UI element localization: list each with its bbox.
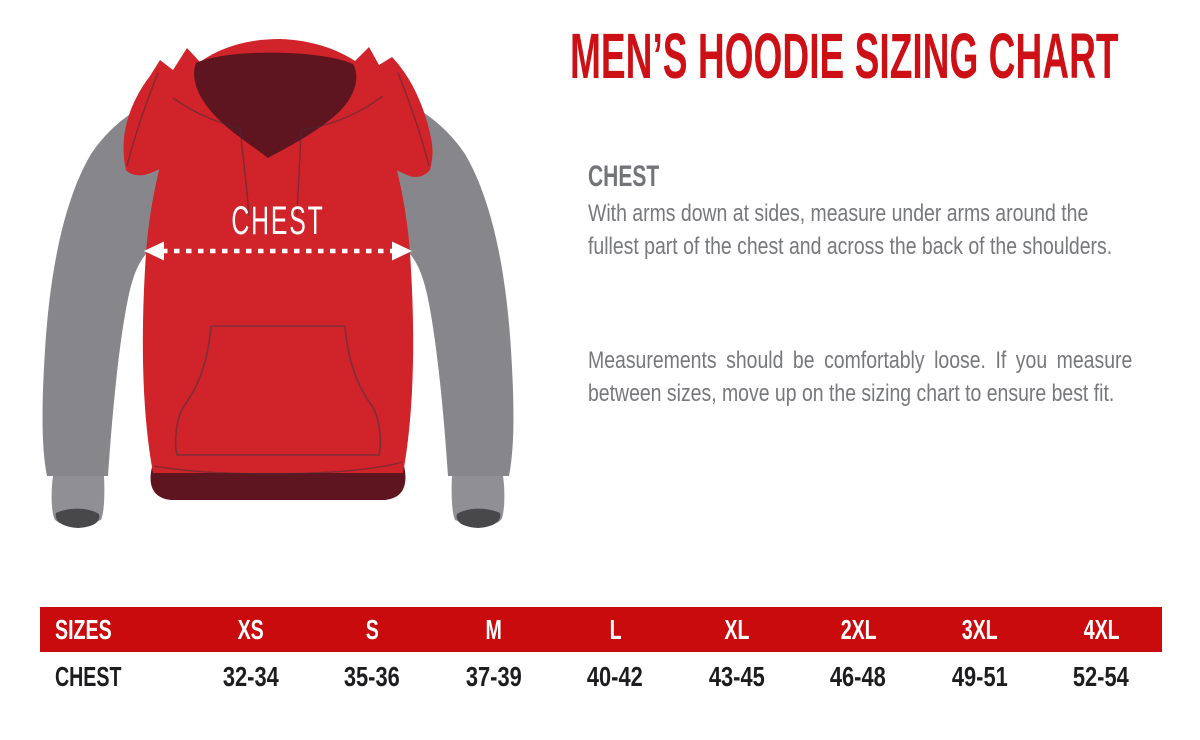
header-cell-3xl: 3XL xyxy=(961,613,998,645)
right-sleeve-shape xyxy=(373,90,514,476)
chest-value-xs: 32-34 xyxy=(222,661,279,692)
header-cell-4xl: 4XL xyxy=(1083,613,1120,645)
left-sleeve-shape xyxy=(42,90,183,476)
hoodie-illustration: CHEST xyxy=(28,18,528,573)
chest-value-2xl: 46-48 xyxy=(830,661,887,692)
left-cuff-opening xyxy=(55,508,100,528)
page-title: MEN’S HOODIE SIZING CHART xyxy=(570,20,1119,92)
header-cell-xl: XL xyxy=(724,613,750,645)
body-shape xyxy=(142,69,414,473)
header-cell-m: M xyxy=(485,613,502,645)
seam-lines xyxy=(126,72,430,475)
chest-measure-instructions: With arms down at sides, measure under a… xyxy=(588,200,1113,260)
header-cell-xs: XS xyxy=(237,613,264,645)
chest-value-xl: 43-45 xyxy=(708,661,765,692)
pocket-outline xyxy=(174,325,382,456)
right-cuff-opening xyxy=(456,508,501,528)
chest-value-4xl: 52-54 xyxy=(1073,661,1130,692)
chest-section-heading: CHEST xyxy=(588,160,660,193)
chest-label: CHEST xyxy=(231,199,324,243)
header-cell-l: L xyxy=(609,613,622,645)
header-cell-sizes: SIZES xyxy=(55,613,112,645)
chest-value-l: 40-42 xyxy=(587,661,644,692)
hood-interior-shape xyxy=(194,52,357,158)
header-cell-2xl: 2XL xyxy=(840,613,877,645)
chest-value-3xl: 49-51 xyxy=(951,661,1008,692)
chest-row-label: CHEST xyxy=(55,661,122,692)
fit-advice-paragraph: Measurements should be comfortably loose… xyxy=(588,347,1133,407)
hoodie-svg: CHEST xyxy=(42,39,514,528)
hem-band-shape xyxy=(150,458,406,500)
header-cell-s: S xyxy=(365,613,379,645)
size-table: SIZES XS S M L XL 2XL 3XL 4XL CHEST 32-3… xyxy=(40,607,1162,702)
chest-row: CHEST 32-34 35-36 37-39 40-42 43-45 46-4… xyxy=(40,652,1162,702)
chest-value-s: 35-36 xyxy=(344,661,401,692)
size-table-header-row: SIZES XS S M L XL 2XL 3XL 4XL xyxy=(40,607,1162,652)
chest-measure-arrow xyxy=(144,241,412,261)
chest-value-m: 37-39 xyxy=(465,661,522,692)
